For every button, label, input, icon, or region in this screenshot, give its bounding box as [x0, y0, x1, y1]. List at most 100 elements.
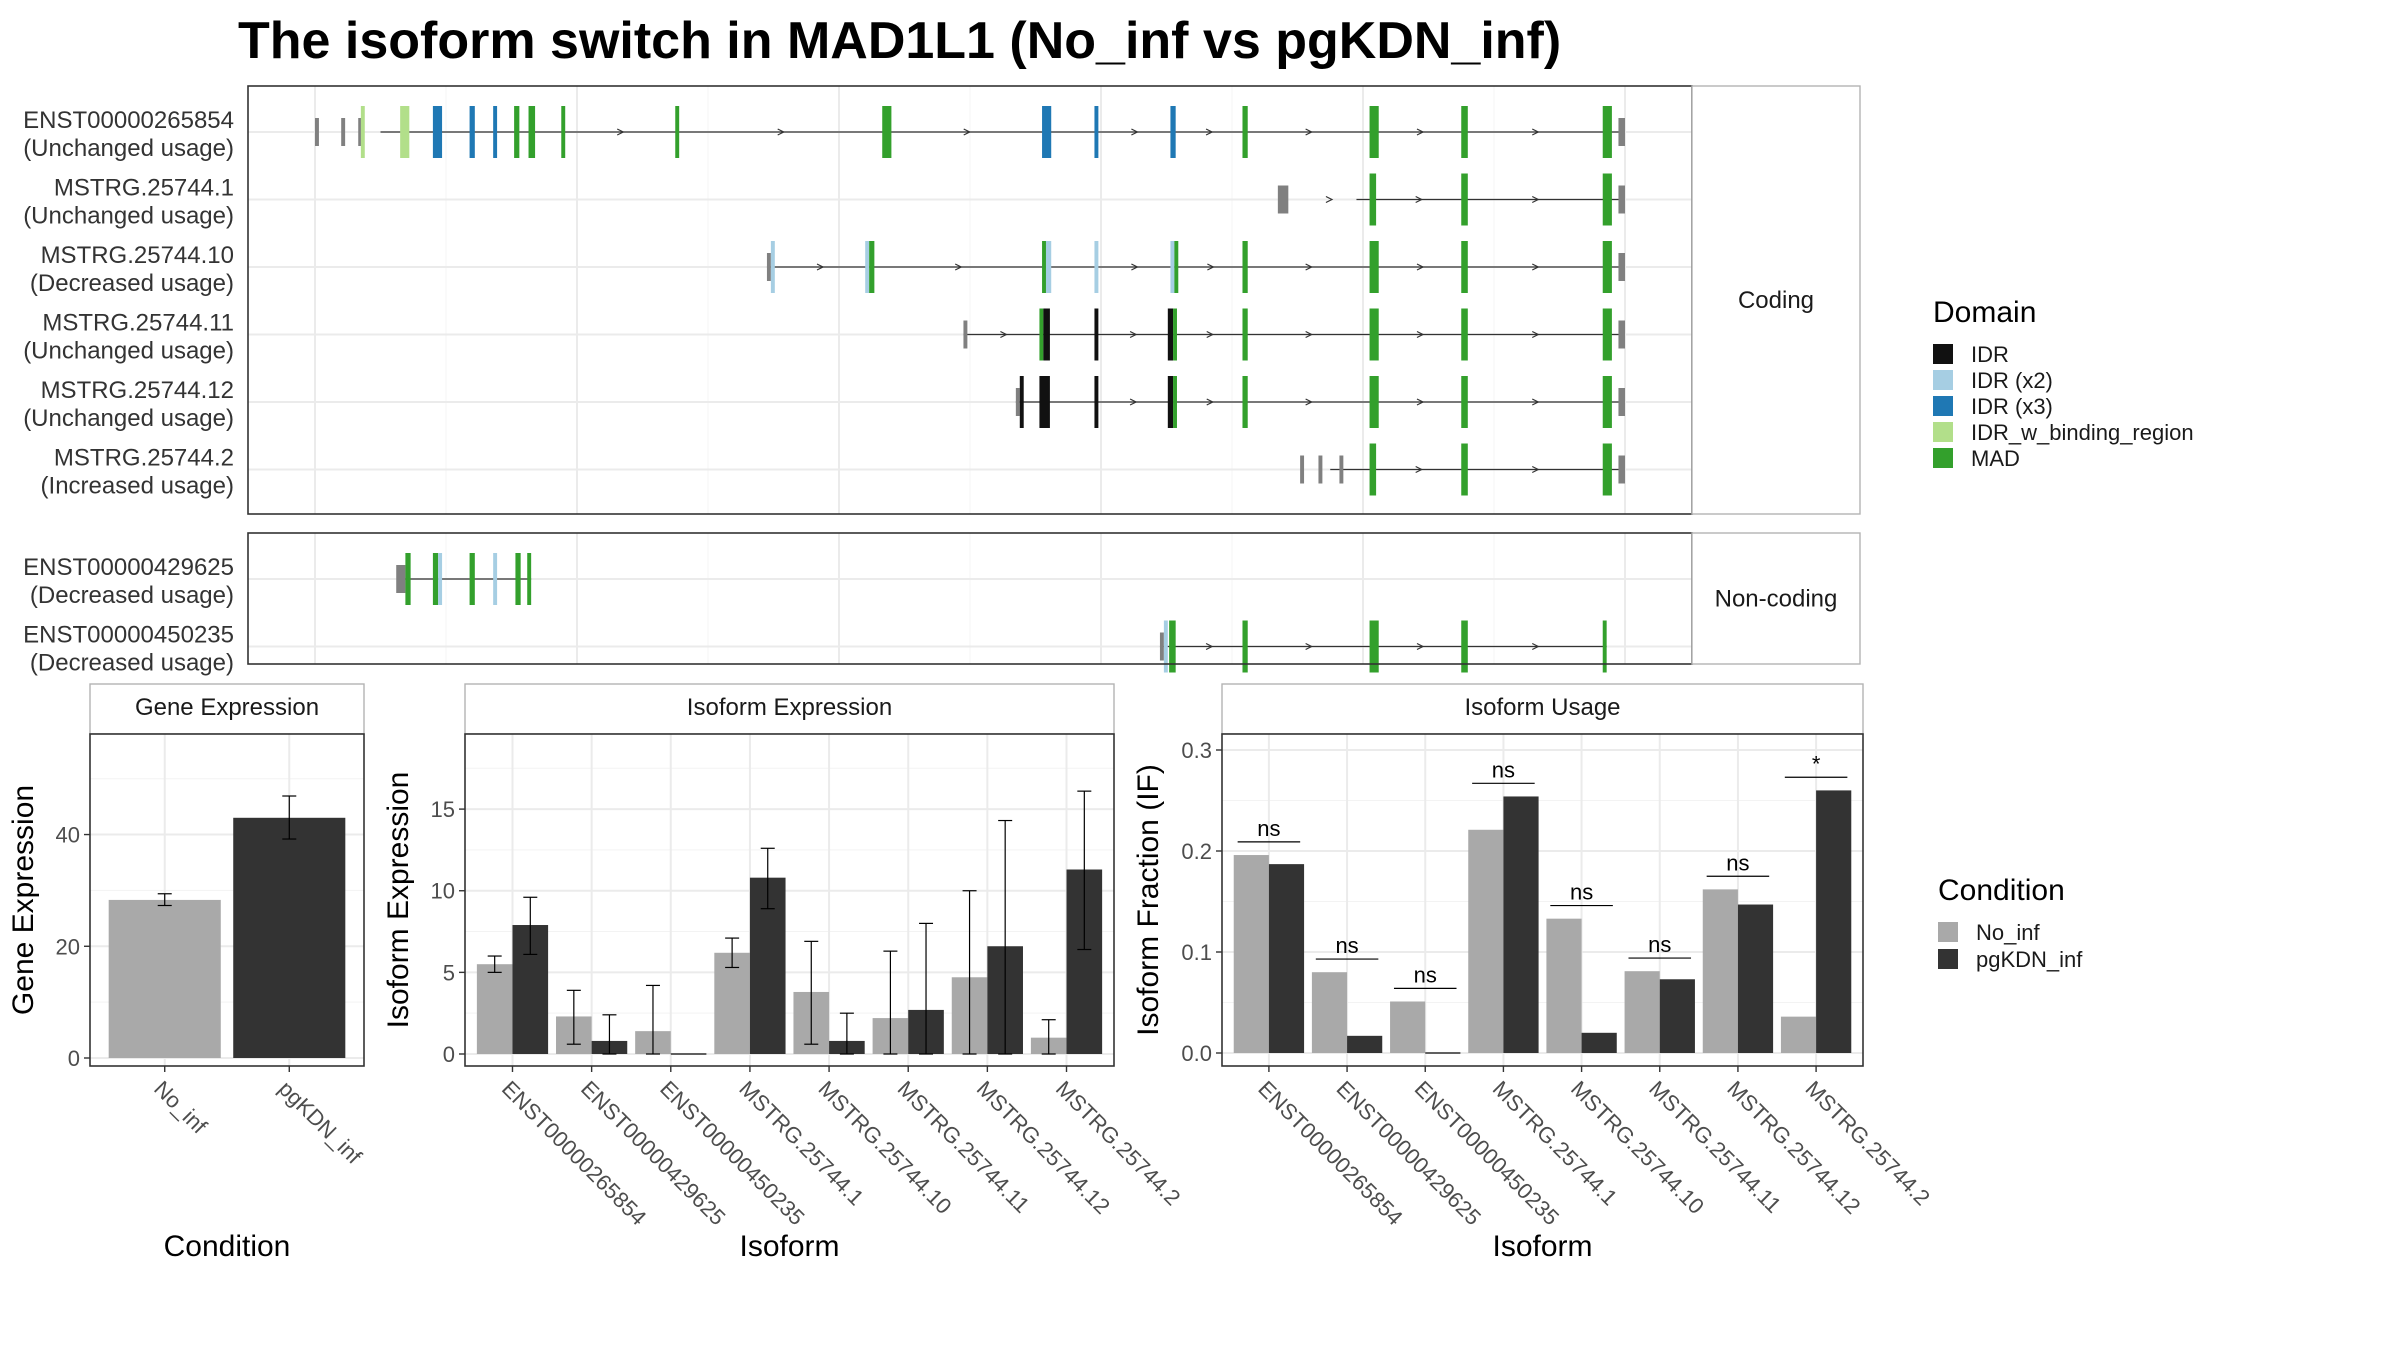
legend-item: IDR	[1933, 342, 2009, 367]
exon-block	[1242, 106, 1248, 158]
legend-item: pgKDN_inf	[1938, 947, 2083, 972]
significance-label: ns	[1414, 962, 1437, 987]
legend-swatch	[1933, 448, 1953, 468]
bar	[1581, 1032, 1617, 1053]
direction-arrow	[1207, 263, 1215, 271]
direction-arrow	[954, 263, 963, 271]
significance-label: ns	[1570, 880, 1593, 905]
y-tick-label: 20	[56, 934, 80, 959]
legend-item: MAD	[1933, 446, 2020, 471]
utr-block	[963, 320, 968, 349]
direction-arrow	[1305, 398, 1313, 406]
exon-block	[1173, 308, 1177, 361]
utr-block	[396, 565, 406, 593]
transcript-structure-panel: ENST00000265854(Unchanged usage)MSTRG.25…	[23, 85, 1861, 677]
exon-block	[432, 106, 443, 158]
bar	[233, 817, 346, 1058]
exon-block	[1039, 376, 1050, 428]
legend-item: IDR (x3)	[1933, 394, 2053, 419]
exon-block	[527, 553, 532, 605]
y-tick-label: 0.3	[1181, 738, 1212, 763]
plot-border	[89, 733, 365, 1067]
bar	[1702, 889, 1738, 1053]
exon-block	[1094, 106, 1099, 158]
transcript-usage: (Unchanged usage)	[23, 135, 234, 162]
bar-chart: Isoform Expression 0 5 10 15 ENST00000265854E…	[382, 683, 1185, 1263]
error-bar	[487, 955, 502, 973]
y-axis: 0 20 40	[56, 823, 90, 1071]
exon-block	[1369, 173, 1377, 226]
legend-label: IDR (x3)	[1971, 394, 2053, 419]
utr-block	[315, 118, 319, 146]
exon-block	[1602, 308, 1612, 361]
utr-block	[1618, 455, 1625, 484]
bar	[1816, 790, 1852, 1053]
direction-arrow	[1416, 330, 1425, 339]
direction-arrow	[1415, 465, 1424, 474]
utr-block	[766, 253, 771, 281]
utr-block	[1618, 320, 1625, 349]
x-axis: No_inf pgKDN_inf	[149, 1066, 367, 1169]
exon-block	[1602, 241, 1612, 293]
direction-arrow	[1205, 642, 1214, 651]
direction-arrow	[1131, 263, 1139, 271]
x-axis: ENST00000265854ENST00000429625ENST000004…	[1253, 1066, 1935, 1230]
direction-arrow	[1206, 398, 1215, 406]
exon-block	[1461, 106, 1468, 158]
exon-block	[882, 106, 892, 158]
exon-block	[1602, 376, 1612, 428]
exon-block	[528, 106, 536, 158]
bars	[1233, 790, 1852, 1054]
bar-chart: Isoform Usage ns ns ns ns ns ns ns * 0.0 0.1 0.2 0.3…	[1132, 683, 1935, 1263]
direction-arrow	[1325, 195, 1334, 204]
bar	[1503, 796, 1539, 1053]
y-axis: 0.0 0.1 0.2 0.3	[1181, 738, 1222, 1066]
bar	[108, 899, 221, 1058]
significance-annotations: ns ns ns ns ns ns ns *	[1237, 751, 1848, 989]
direction-arrow	[963, 128, 972, 136]
direction-arrow	[1416, 263, 1425, 271]
direction-arrow	[1305, 642, 1313, 651]
significance-label: ns	[1648, 932, 1671, 957]
direction-arrow	[777, 128, 786, 136]
structure-facet: ENST00000265854(Unchanged usage)MSTRG.25…	[23, 85, 1861, 515]
x-tick-label: ENST00000450235	[655, 1076, 809, 1230]
transcript-id: MSTRG.25744.2	[54, 445, 234, 472]
legend-label: MAD	[1971, 446, 2020, 471]
exon-block	[1602, 620, 1607, 673]
bar	[1546, 918, 1582, 1053]
exon-block	[1242, 308, 1248, 361]
transcript-id: ENST00000429625	[23, 554, 234, 581]
y-axis-title: Isoform Expression	[382, 772, 415, 1029]
bar	[1347, 1035, 1383, 1053]
significance-label: ns	[1335, 933, 1358, 958]
transcript-track: MSTRG.25744.11(Unchanged usage)	[23, 308, 1692, 365]
exon-block	[675, 106, 680, 158]
figure-title: The isoform switch in MAD1L1 (No_inf vs …	[238, 12, 1561, 70]
exon-block	[1461, 173, 1468, 226]
direction-arrow	[1131, 128, 1139, 136]
exon-block	[1045, 241, 1052, 293]
exon-block	[469, 106, 475, 158]
x-tick-label: MSTRG.25744.12	[972, 1076, 1115, 1219]
legend-title: Domain	[1933, 296, 2036, 329]
legend-item: No_inf	[1938, 920, 2040, 945]
utr-block	[341, 118, 346, 146]
legend-item: IDR (x2)	[1933, 368, 2053, 393]
exon-block	[493, 106, 498, 158]
exon-block	[865, 241, 870, 293]
transcript-track: MSTRG.25744.10(Decreased usage)	[30, 241, 1692, 297]
bar-chart: Gene Expression 0 20 40 No_inf pgKDN_inf Condi…	[7, 683, 367, 1263]
error-bar	[883, 950, 898, 1055]
exon-block	[1461, 376, 1468, 428]
error-bar	[157, 893, 172, 907]
exon-block	[869, 241, 875, 293]
y-axis-title: Isoform Fraction (IF)	[1132, 764, 1165, 1036]
exon-block	[1019, 376, 1024, 428]
y-tick-label: 5	[443, 960, 455, 985]
exon-block	[1242, 620, 1248, 673]
error-bar	[839, 1012, 854, 1055]
exon-block	[432, 553, 439, 605]
exon-block	[1461, 241, 1468, 293]
direction-arrow	[1305, 330, 1313, 339]
